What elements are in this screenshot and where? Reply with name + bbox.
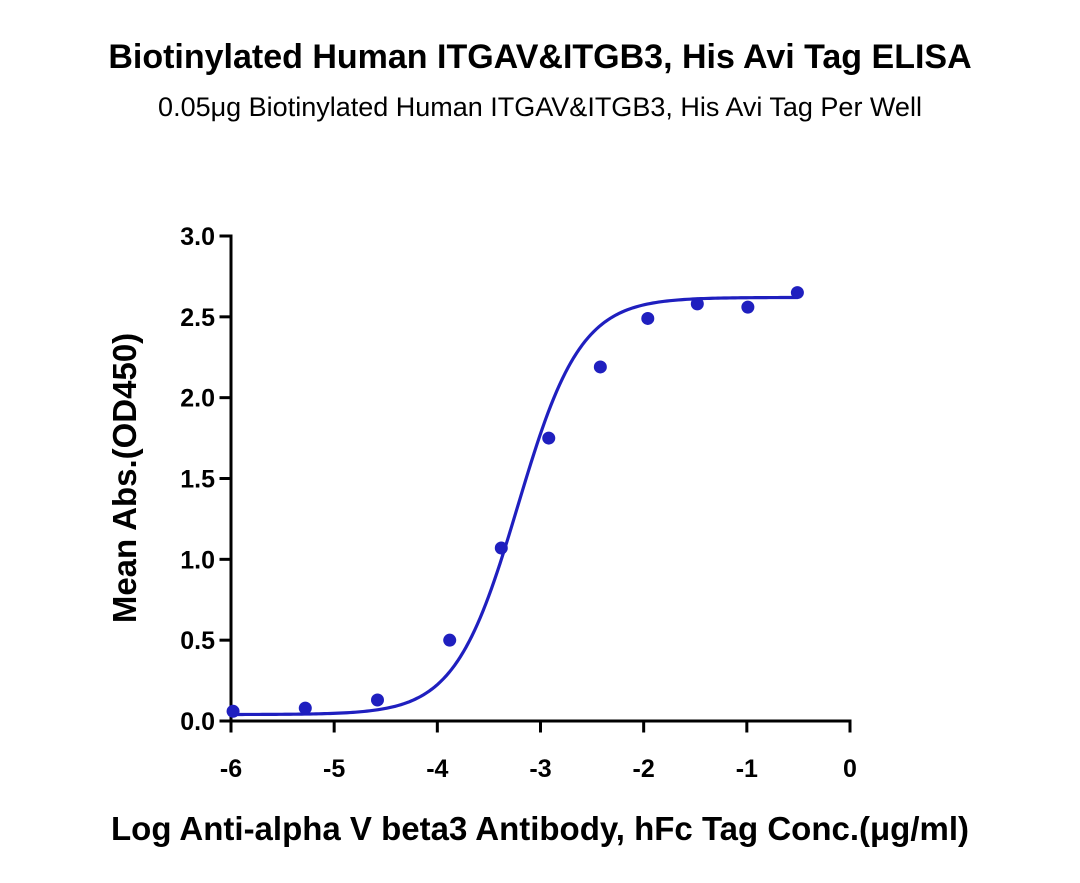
tick-labels: 0.0 0.5 1.0 1.5 2.0 2.5 3.0 -6 -5 -4 -3 -2 -1 0 [180,223,857,783]
data-point [741,300,755,314]
y-tick-label: 0.5 [180,627,215,655]
y-tick-label: 2.0 [180,385,215,413]
data-point [542,431,556,445]
x-tick-label: -3 [529,755,551,783]
data-point [443,633,457,647]
fit-curve-group [230,295,798,717]
data-point [298,701,312,715]
x-tick-label: 0 [843,755,857,783]
y-tick-label: 3.0 [180,223,215,251]
y-tick-label: 2.5 [180,304,215,332]
data-point [593,360,607,374]
data-point [690,297,704,311]
data-point [226,704,240,718]
data-point [494,541,508,555]
data-point [790,286,804,300]
data-point [370,693,384,707]
chart-subtitle: 0.05μg Biotinylated Human ITGAV&ITGB3, H… [158,92,922,122]
x-axis-title: Log Anti-alpha V beta3 Antibody, hFc Tag… [111,810,969,847]
data-point [641,311,655,325]
y-axis-title: Mean Abs.(OD450) [106,333,143,623]
y-tick-label: 0.0 [180,708,215,736]
x-tick-label: -6 [220,755,242,783]
axes [219,234,852,733]
y-tick-label: 1.5 [180,466,215,494]
x-tick-label: -1 [736,755,758,783]
y-tick-label: 1.0 [180,546,215,574]
x-tick-label: -2 [633,755,655,783]
x-tick-label: -4 [426,755,448,783]
x-tick-label: -5 [323,755,345,783]
chart-title: Biotinylated Human ITGAV&ITGB3, His Avi … [108,38,972,76]
data-points [226,286,804,718]
fit-curve [230,295,798,717]
